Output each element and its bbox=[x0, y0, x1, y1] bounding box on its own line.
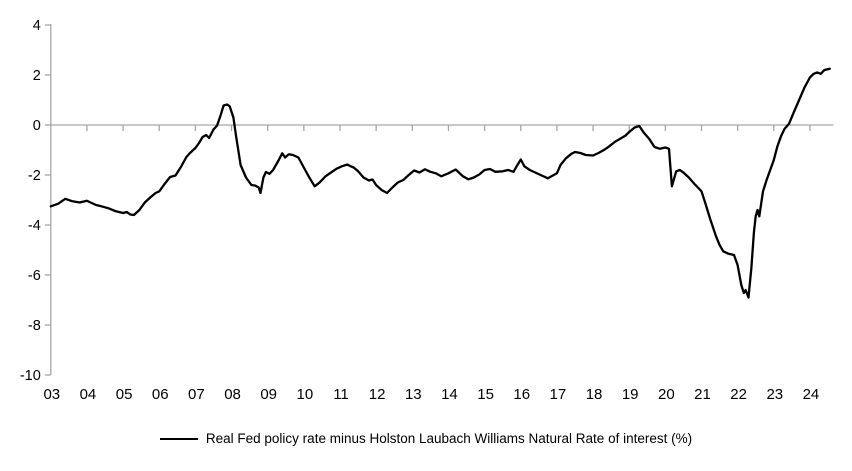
y-tick-label: -8 bbox=[28, 318, 41, 334]
x-tick-label: 20 bbox=[658, 386, 675, 403]
x-tick-label: 03 bbox=[43, 386, 60, 403]
x-tick-label: 22 bbox=[730, 386, 747, 403]
legend-line-swatch bbox=[159, 437, 198, 440]
y-tick-label: -6 bbox=[28, 268, 41, 284]
x-tick-label: 24 bbox=[803, 386, 820, 403]
y-tick-label: -2 bbox=[28, 168, 41, 184]
x-tick-label: 17 bbox=[550, 386, 567, 403]
y-tick-label: 4 bbox=[33, 18, 41, 34]
x-tick-label: 21 bbox=[694, 386, 711, 403]
y-tick-label: 2 bbox=[33, 68, 41, 84]
y-tick-label: 0 bbox=[33, 118, 41, 134]
x-tick-label: 10 bbox=[297, 386, 314, 403]
x-tick-label: 09 bbox=[260, 386, 277, 403]
x-tick-label: 23 bbox=[766, 386, 783, 403]
x-tick-label: 11 bbox=[333, 386, 349, 403]
y-tick-label: -4 bbox=[28, 218, 41, 234]
y-tick-label: -10 bbox=[20, 368, 41, 384]
x-tick-label: 13 bbox=[405, 386, 422, 403]
x-tick-label: 18 bbox=[586, 386, 603, 403]
x-tick-label: 14 bbox=[441, 386, 458, 403]
x-tick-label: 15 bbox=[477, 386, 494, 403]
x-tick-label: 04 bbox=[80, 386, 97, 403]
x-tick-label: 19 bbox=[622, 386, 639, 403]
x-tick-label: 08 bbox=[224, 386, 241, 403]
x-tick-label: 16 bbox=[513, 386, 530, 403]
data-series-line bbox=[49, 67, 831, 299]
x-tick-label: 06 bbox=[152, 386, 169, 403]
legend: Real Fed policy rate minus Holston Lauba… bbox=[0, 431, 852, 446]
x-tick-label: 12 bbox=[369, 386, 386, 403]
x-tick-label: 07 bbox=[188, 386, 205, 403]
legend-label: Real Fed policy rate minus Holston Lauba… bbox=[205, 431, 693, 446]
x-tick-label: 05 bbox=[116, 386, 133, 403]
